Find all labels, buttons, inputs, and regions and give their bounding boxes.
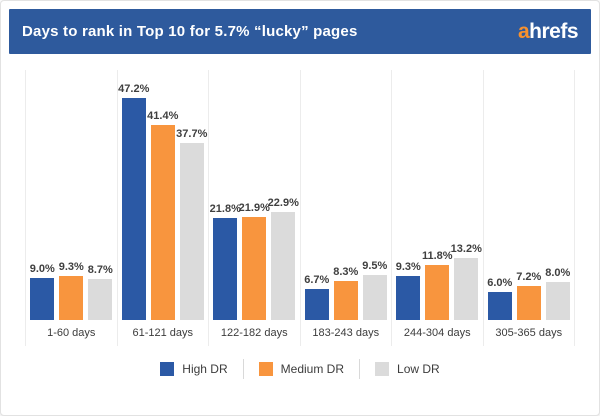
bar-value-label: 9.3% (395, 261, 421, 273)
legend-item-low-dr: Low DR (375, 362, 440, 376)
x-axis-label: 305-365 days (495, 327, 563, 339)
chart-title: Days to rank in Top 10 for 5.7% “lucky” … (22, 23, 358, 40)
bar-slot: 9.3% (395, 261, 421, 320)
bar-slot: 8.3% (333, 266, 359, 320)
legend-swatch (160, 362, 175, 376)
bar-slot: 11.8% (422, 250, 453, 320)
bar-low-dr (88, 279, 113, 320)
bar-cluster: 9.3% 11.8% 13.2% (392, 70, 483, 320)
bar-value-label: 13.2% (450, 243, 482, 255)
bar-slot: 6.7% (304, 274, 330, 320)
bar-slot: 9.3% (58, 261, 84, 320)
x-axis-label: 122-182 days (220, 327, 288, 339)
bar-low-dr (179, 143, 204, 320)
bar-slot: 21.8% (210, 203, 241, 320)
bar-slot: 8.0% (545, 267, 571, 320)
bar-high-dr (121, 98, 146, 320)
legend-item-high-dr: High DR (160, 362, 228, 376)
chart-group: 6.0% 7.2% 8.0% 305-365 days (482, 70, 575, 346)
chart-group: 9.0% 9.3% 8.7% 1-60 days (25, 70, 117, 346)
bar-value-label: 6.7% (304, 274, 330, 286)
bar-medium-dr (333, 281, 358, 320)
bar-cluster: 47.2% 41.4% 37.7% (118, 70, 209, 320)
legend-divider (359, 359, 361, 379)
bar-high-dr (396, 276, 421, 320)
bar-slot: 37.7% (176, 128, 207, 320)
bar-slot: 41.4% (147, 110, 178, 320)
bar-slot: 21.9% (239, 202, 270, 320)
chart-header: Days to rank in Top 10 for 5.7% “lucky” … (9, 9, 591, 54)
bar-low-dr (362, 275, 387, 320)
legend-divider (242, 359, 244, 379)
legend-label: Low DR (397, 362, 440, 376)
x-axis-label: 244-304 days (403, 327, 471, 339)
legend-label: High DR (182, 362, 228, 376)
bar-value-label: 9.5% (362, 260, 388, 272)
bar-value-label: 11.8% (421, 250, 453, 262)
ahrefs-logo-accent: a (517, 19, 530, 43)
legend-swatch (258, 362, 273, 376)
bar-value-label: 8.7% (87, 264, 113, 276)
bar-medium-dr (150, 125, 175, 320)
ahrefs-logo: ahrefs (517, 19, 579, 44)
bar-value-label: 22.9% (267, 197, 299, 209)
chart-group: 6.7% 8.3% 9.5% 183-243 days (299, 70, 392, 346)
bar-slot: 7.2% (516, 271, 542, 320)
bar-medium-dr (59, 276, 84, 320)
chart-group: 21.8% 21.9% 22.9% 122-182 days (208, 70, 300, 346)
bar-chart: 9.0% 9.3% 8.7% 1-60 days 47.2% 41.4% 37.7% 61-1… (25, 70, 575, 346)
bar-value-label: 6.0% (487, 277, 513, 289)
chart-group: 47.2% 41.4% 37.7% 61-121 days (116, 70, 209, 346)
bar-cluster: 6.7% 8.3% 9.5% (301, 70, 392, 320)
legend-item-medium-dr: Medium DR (258, 362, 345, 376)
bar-medium-dr (516, 286, 541, 320)
x-axis-label: 183-243 days (312, 327, 380, 339)
bar-high-dr (487, 292, 512, 320)
x-axis-label: 61-121 days (132, 327, 194, 339)
bar-low-dr (271, 212, 296, 320)
bar-value-label: 9.3% (58, 261, 84, 273)
bar-medium-dr (242, 217, 267, 320)
bar-medium-dr (425, 265, 450, 320)
bar-high-dr (213, 218, 238, 320)
bar-slot: 8.7% (87, 264, 113, 320)
chart-group: 9.3% 11.8% 13.2% 244-304 days (391, 70, 483, 346)
bar-slot: 13.2% (451, 243, 482, 320)
bar-high-dr (30, 278, 55, 320)
bar-value-label: 37.7% (176, 128, 208, 140)
bar-cluster: 21.8% 21.9% 22.9% (209, 70, 300, 320)
bar-value-label: 9.0% (29, 263, 55, 275)
bar-low-dr (545, 282, 570, 320)
bar-slot: 6.0% (487, 277, 513, 320)
bar-value-label: 7.2% (516, 271, 542, 283)
bar-slot: 22.9% (268, 197, 299, 320)
bar-high-dr (304, 289, 329, 320)
legend-swatch (375, 362, 390, 376)
bar-value-label: 21.8% (209, 203, 241, 215)
x-axis-label: 1-60 days (47, 327, 96, 339)
bar-value-label: 41.4% (147, 110, 179, 122)
bar-value-label: 47.2% (118, 83, 150, 95)
bar-low-dr (454, 258, 479, 320)
bar-slot: 47.2% (118, 83, 149, 320)
bar-value-label: 8.0% (545, 267, 571, 279)
bar-cluster: 9.0% 9.3% 8.7% (26, 70, 117, 320)
legend-label: Medium DR (280, 362, 345, 376)
bar-value-label: 8.3% (333, 266, 359, 278)
bar-slot: 9.5% (362, 260, 388, 320)
bar-slot: 9.0% (29, 263, 55, 320)
legend: High DR Medium DR Low DR (9, 359, 591, 379)
ahrefs-logo-rest: hrefs (529, 19, 578, 43)
bar-cluster: 6.0% 7.2% 8.0% (484, 70, 575, 320)
bar-value-label: 21.9% (238, 202, 270, 214)
